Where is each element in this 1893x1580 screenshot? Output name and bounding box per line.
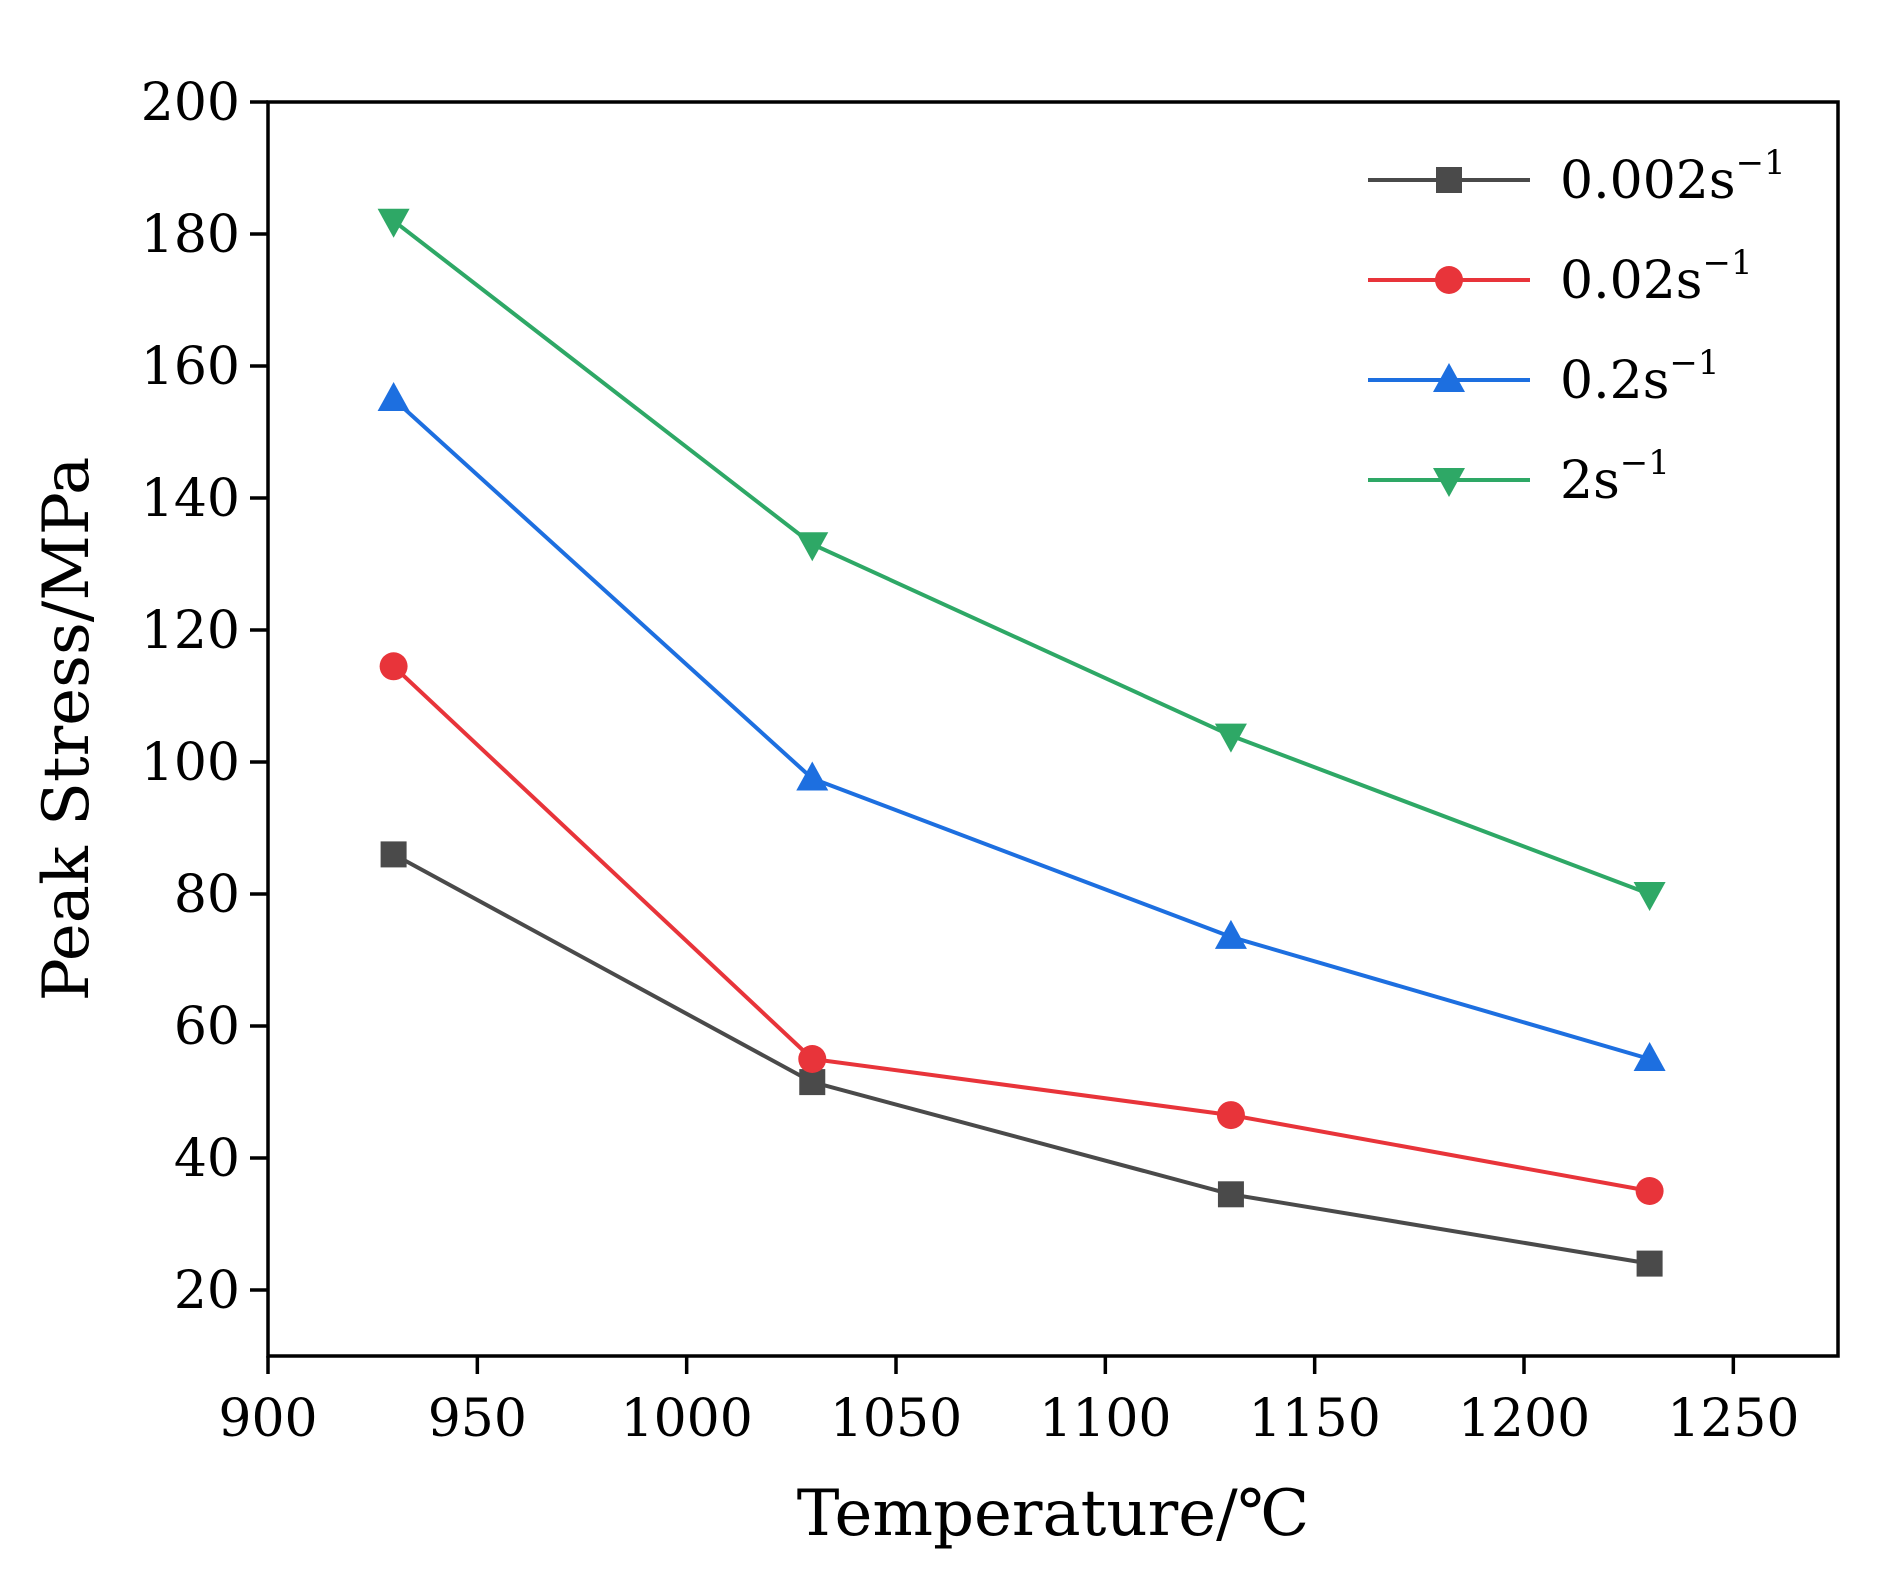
series-line	[392, 664, 1650, 1193]
data-point	[1214, 723, 1247, 753]
x-tick-label: 1050	[830, 1389, 962, 1449]
data-point	[1633, 882, 1666, 911]
series-line	[392, 397, 1651, 1061]
legend-label-superscript: −1	[1669, 343, 1719, 383]
y-tick-label: 140	[141, 469, 240, 529]
plot-area	[377, 208, 1666, 1277]
data-point	[1216, 1101, 1245, 1130]
series-line	[392, 852, 1650, 1266]
x-tick-label: 1250	[1667, 1389, 1799, 1449]
legend-label: 0.002s−1	[1560, 143, 1786, 211]
data-point	[379, 652, 408, 681]
y-tick-label: 200	[141, 73, 240, 133]
data-point	[1635, 1177, 1664, 1205]
x-tick-label: 1100	[1039, 1389, 1171, 1449]
data-point	[1217, 1181, 1244, 1208]
y-tick-label: 100	[141, 733, 240, 793]
legend-entry-2: 0.02s−1	[1368, 243, 1753, 311]
legend: 0.002s−10.02s−10.2s−12s−1	[1368, 143, 1786, 511]
y-axis-label: Peak Stress/MPa	[30, 457, 104, 1002]
y-tick-label: 80	[174, 865, 240, 925]
x-tick-label: 1200	[1458, 1389, 1590, 1449]
legend-marker	[1433, 363, 1465, 392]
y-tick-label: 120	[141, 601, 240, 661]
data-point	[799, 1069, 826, 1096]
legend-label-text: 0.02s	[1560, 251, 1702, 311]
legend-marker	[1435, 266, 1463, 294]
y-tick-label: 60	[174, 997, 240, 1057]
data-point	[1214, 919, 1247, 949]
x-axis-label: Temperature/℃	[797, 1477, 1309, 1551]
x-tick-label: 1000	[620, 1389, 752, 1449]
series-2	[379, 652, 1664, 1205]
legend-entry-1: 0.002s−1	[1368, 143, 1786, 211]
legend-label: 2s−1	[1560, 443, 1670, 511]
legend-label: 0.2s−1	[1560, 343, 1720, 411]
data-point	[1636, 1250, 1663, 1277]
y-tick-label: 180	[141, 205, 240, 265]
legend-entry-4: 2s−1	[1368, 443, 1670, 511]
legend-label-superscript: −1	[1736, 143, 1786, 183]
data-point	[1633, 1042, 1666, 1071]
series-line	[392, 219, 1651, 896]
legend-label: 0.02s−1	[1560, 243, 1753, 311]
legend-marker	[1436, 167, 1462, 193]
axes: 900 950 1000 1050 1100 1150 1200 1250 20 40 60 80 10…	[141, 73, 1840, 1449]
data-point	[798, 1045, 827, 1073]
plot-frame	[266, 100, 1840, 1358]
legend-marker	[1433, 468, 1465, 497]
y-tick-label: 40	[174, 1129, 240, 1189]
legend-label-text: 2s	[1560, 451, 1620, 511]
legend-label-text: 0.2s	[1560, 351, 1669, 411]
x-tick-label: 900	[218, 1389, 317, 1449]
legend-label-text: 0.002s	[1560, 151, 1736, 211]
legend-label-superscript: −1	[1620, 443, 1670, 483]
x-tick-label: 1150	[1248, 1389, 1380, 1449]
data-point	[377, 208, 410, 238]
legend-entry-3: 0.2s−1	[1368, 343, 1720, 411]
legend-label-superscript: −1	[1702, 243, 1752, 283]
y-tick-label: 160	[141, 337, 240, 397]
x-tick-label: 950	[428, 1389, 527, 1449]
data-point	[796, 761, 829, 791]
data-point	[796, 532, 829, 562]
data-point	[380, 841, 407, 868]
series-4	[377, 208, 1666, 911]
series-1	[380, 841, 1663, 1277]
data-point	[377, 382, 410, 411]
series-3	[377, 382, 1666, 1071]
y-tick-label: 20	[174, 1261, 240, 1321]
